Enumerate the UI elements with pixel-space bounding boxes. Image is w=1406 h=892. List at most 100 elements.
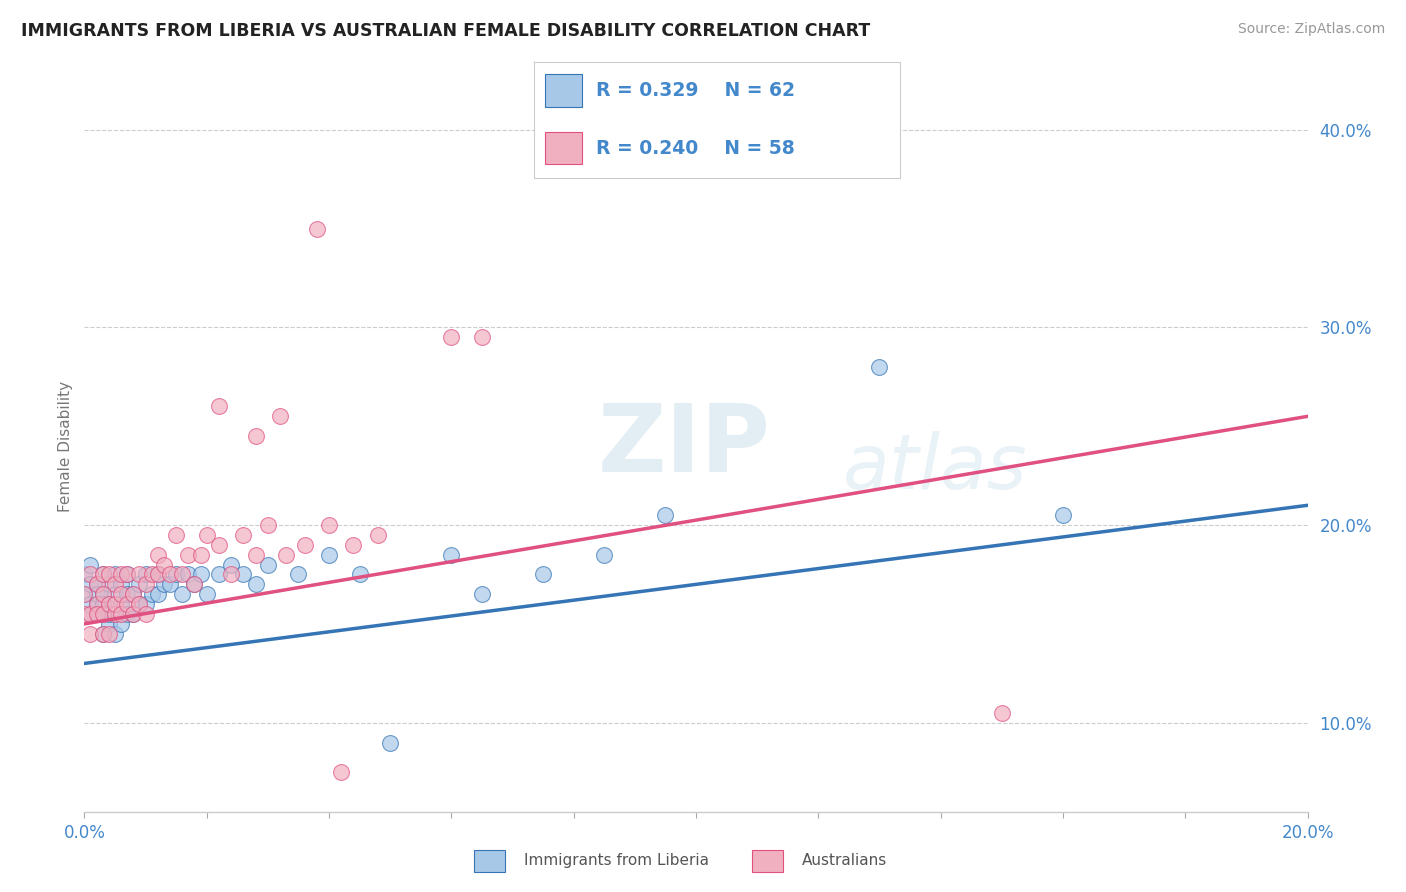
Point: [73, 587, 96, 601]
Point: [73, 607, 96, 621]
Point: [79, 597, 101, 611]
Point: [86, 577, 108, 591]
Point: [91, 567, 114, 582]
Point: [104, 607, 127, 621]
Point: [86, 587, 108, 601]
Point: [122, 607, 145, 621]
Point: [190, 548, 212, 562]
Point: [91, 607, 114, 621]
Point: [141, 587, 163, 601]
Point: [177, 548, 200, 562]
Point: [115, 567, 138, 582]
Point: [654, 508, 676, 523]
Point: [318, 518, 340, 533]
Point: [91, 587, 114, 601]
Point: [146, 548, 169, 562]
Point: [269, 409, 291, 424]
Point: [318, 548, 340, 562]
Point: [79, 577, 101, 591]
Point: [128, 597, 150, 611]
Point: [79, 567, 101, 582]
Point: [208, 400, 231, 414]
Point: [97, 567, 120, 582]
Point: [349, 567, 371, 582]
Y-axis label: Female Disability: Female Disability: [58, 380, 73, 512]
Point: [104, 607, 127, 621]
Point: [86, 607, 108, 621]
Point: [110, 587, 132, 601]
Point: [79, 627, 101, 641]
Point: [190, 567, 212, 582]
Point: [110, 616, 132, 631]
Point: [104, 627, 127, 641]
Point: [593, 548, 616, 562]
Point: [91, 607, 114, 621]
Point: [195, 587, 218, 601]
Point: [380, 735, 402, 749]
Point: [141, 567, 163, 582]
Point: [91, 627, 114, 641]
Point: [97, 597, 120, 611]
Point: [531, 567, 554, 582]
Point: [245, 429, 267, 443]
Bar: [546, 132, 582, 164]
Point: [208, 567, 231, 582]
Point: [135, 597, 157, 611]
Bar: [474, 849, 505, 872]
Point: [165, 528, 187, 542]
Point: [1052, 508, 1074, 523]
Point: [86, 597, 108, 611]
Point: [257, 518, 280, 533]
Point: [305, 221, 328, 235]
Point: [104, 567, 127, 582]
Point: [73, 567, 96, 582]
Point: [135, 607, 157, 621]
Point: [232, 528, 254, 542]
Point: [91, 597, 114, 611]
Point: [110, 607, 132, 621]
Text: Immigrants from Liberia: Immigrants from Liberia: [523, 854, 709, 868]
Point: [122, 587, 145, 601]
Point: [104, 577, 127, 591]
Point: [115, 567, 138, 582]
Point: [146, 567, 169, 582]
Text: IMMIGRANTS FROM LIBERIA VS AUSTRALIAN FEMALE DISABILITY CORRELATION CHART: IMMIGRANTS FROM LIBERIA VS AUSTRALIAN FE…: [21, 22, 870, 40]
Point: [367, 528, 389, 542]
Point: [128, 577, 150, 591]
Point: [172, 567, 194, 582]
Point: [232, 567, 254, 582]
Text: atlas: atlas: [842, 431, 1028, 505]
Point: [115, 597, 138, 611]
Text: R = 0.329    N = 62: R = 0.329 N = 62: [596, 81, 796, 100]
Point: [440, 548, 463, 562]
Text: Source: ZipAtlas.com: Source: ZipAtlas.com: [1237, 22, 1385, 37]
Point: [991, 706, 1014, 720]
Point: [208, 538, 231, 552]
Point: [276, 548, 298, 562]
Point: [122, 587, 145, 601]
Point: [153, 558, 176, 572]
Point: [146, 587, 169, 601]
Point: [135, 577, 157, 591]
Point: [79, 607, 101, 621]
Point: [869, 359, 891, 374]
Point: [159, 567, 181, 582]
Point: [471, 587, 494, 601]
Point: [97, 607, 120, 621]
Point: [294, 538, 316, 552]
Point: [471, 330, 494, 344]
Point: [342, 538, 364, 552]
Point: [219, 558, 242, 572]
Bar: [752, 849, 783, 872]
Point: [115, 587, 138, 601]
Point: [153, 577, 176, 591]
Point: [110, 577, 132, 591]
Point: [86, 577, 108, 591]
Point: [159, 577, 181, 591]
Point: [128, 597, 150, 611]
Point: [86, 607, 108, 621]
Text: Australians: Australians: [801, 854, 887, 868]
Point: [257, 558, 280, 572]
Point: [97, 627, 120, 641]
Point: [104, 597, 127, 611]
